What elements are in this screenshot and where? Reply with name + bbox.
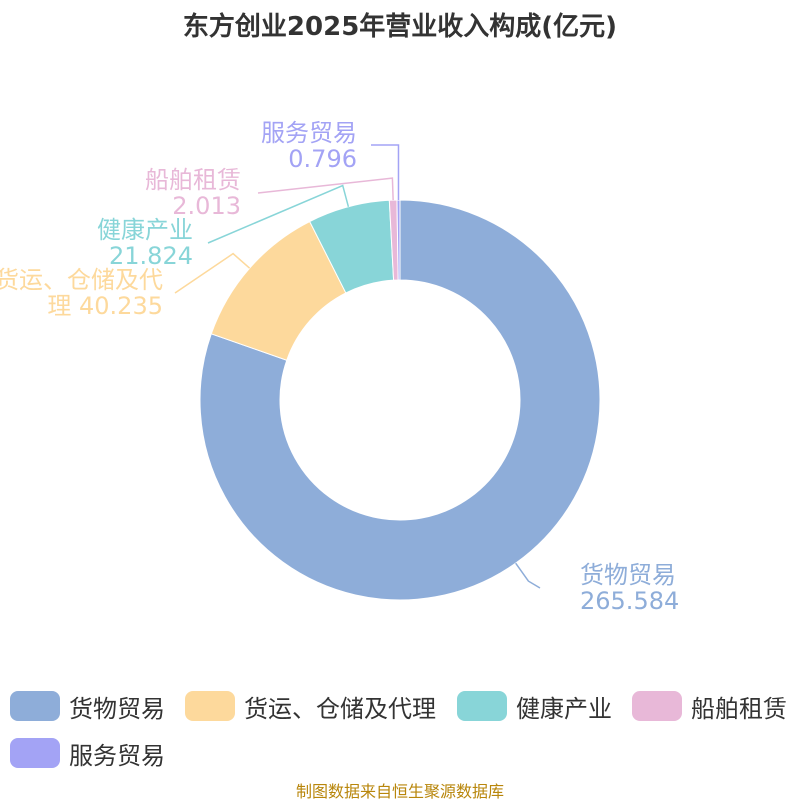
legend-swatch <box>457 691 507 721</box>
legend-label: 健康产业 <box>516 694 612 723</box>
data-label-ship-leasing: 船舶租赁 2.013 <box>145 166 241 220</box>
legend-swatch <box>10 691 60 721</box>
legend-item-freight-storage[interactable]: 货运、仓储及代理 <box>185 688 436 724</box>
data-label-service-trade: 服务贸易 0.796 <box>261 119 357 173</box>
legend-label: 货运、仓储及代理 <box>244 694 436 723</box>
leader-line-service-trade <box>371 144 400 201</box>
slice-goods-trade[interactable] <box>199 199 601 601</box>
leader-line-freight-storage <box>174 252 251 294</box>
data-label-health-industry: 健康产业 21.824 <box>97 216 193 270</box>
leader-line-health-industry <box>207 184 350 244</box>
legend-swatch <box>632 691 682 721</box>
legend-item-health-industry[interactable]: 健康产业 <box>457 688 612 724</box>
legend-item-service-trade[interactable]: 服务贸易 <box>10 735 165 771</box>
data-source-note: 制图数据来自恒生聚源数据库 <box>295 782 504 801</box>
legend-label: 货物贸易 <box>69 694 165 723</box>
data-label-goods-trade: 货物贸易 265.584 <box>580 561 679 615</box>
chart-title: 东方创业2025年营业收入构成(亿元) <box>182 12 618 42</box>
legend-swatch <box>10 738 60 768</box>
legend-label: 船舶租赁 <box>691 694 787 723</box>
leader-line-ship-leasing <box>257 177 394 201</box>
leader-line-goods-trade <box>515 562 541 589</box>
legend-item-goods-trade[interactable]: 货物贸易 <box>10 688 165 724</box>
data-label-freight-storage: 货运、仓储及代理 40.235 <box>0 266 163 320</box>
legend-label: 服务贸易 <box>69 741 165 770</box>
legend-item-ship-leasing[interactable]: 船舶租赁 <box>632 688 787 724</box>
legend-swatch <box>185 691 235 721</box>
slice-service-trade[interactable] <box>396 199 401 281</box>
